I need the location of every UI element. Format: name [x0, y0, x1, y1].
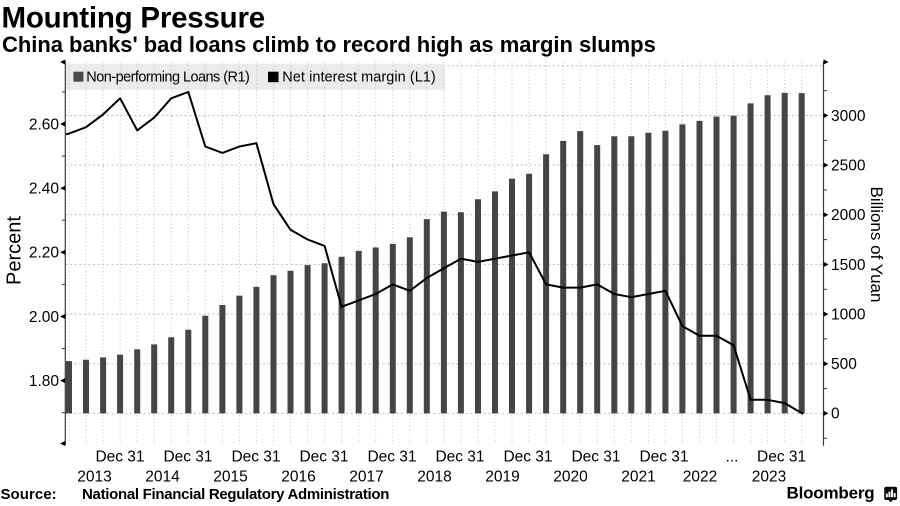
svg-text:2017: 2017: [349, 469, 383, 486]
svg-text:2.00: 2.00: [29, 309, 60, 326]
svg-text:Dec 31: Dec 31: [231, 449, 280, 466]
svg-text:2500: 2500: [831, 157, 866, 174]
svg-text:2016: 2016: [281, 469, 315, 486]
svg-text:2014: 2014: [145, 469, 180, 486]
svg-text:2013: 2013: [77, 469, 111, 486]
svg-text:Dec 31: Dec 31: [503, 449, 552, 466]
svg-text:Dec 31: Dec 31: [367, 449, 416, 466]
svg-text:Dec 31: Dec 31: [95, 449, 144, 466]
svg-text:Dec 31: Dec 31: [571, 449, 620, 466]
svg-text:Bloomberg: Bloomberg: [787, 484, 875, 503]
svg-text:Source:National Financial Regu: Source: National Financial Regulatory Adm…: [1, 486, 390, 503]
svg-text:2019: 2019: [485, 469, 519, 486]
svg-text:Dec 31: Dec 31: [299, 449, 348, 466]
svg-text:Percent: Percent: [4, 216, 26, 285]
svg-text:2000: 2000: [831, 207, 866, 224]
svg-text:...: ...: [726, 449, 739, 466]
svg-text:Billions of Yuan: Billions of Yuan: [867, 187, 886, 303]
svg-text:2018: 2018: [417, 469, 451, 486]
svg-text:Non-performing Loans (R1): Non-performing Loans (R1): [86, 70, 249, 86]
svg-text:2.60: 2.60: [29, 116, 60, 133]
svg-text:1500: 1500: [831, 257, 866, 274]
svg-text:2023: 2023: [752, 469, 786, 486]
svg-text:Dec 31: Dec 31: [639, 449, 688, 466]
svg-text:Dec 31: Dec 31: [435, 449, 484, 466]
svg-text:2022: 2022: [683, 469, 717, 486]
svg-text:2021: 2021: [621, 469, 655, 486]
svg-text:2020: 2020: [553, 469, 588, 486]
svg-text:Dec 31: Dec 31: [163, 449, 212, 466]
svg-text:Dec 31: Dec 31: [757, 449, 806, 466]
svg-text:500: 500: [831, 356, 857, 373]
svg-text:2.20: 2.20: [29, 245, 60, 262]
svg-text:2015: 2015: [213, 469, 247, 486]
svg-text:China banks' bad loans climb t: China banks' bad loans climb to record h…: [2, 32, 656, 57]
svg-text:Mounting Pressure: Mounting Pressure: [2, 2, 265, 35]
svg-text:0: 0: [831, 406, 840, 423]
svg-text:2.40: 2.40: [29, 181, 60, 198]
svg-text:1.80: 1.80: [29, 373, 60, 390]
svg-text:1000: 1000: [831, 306, 866, 323]
svg-text:3000: 3000: [831, 108, 866, 125]
svg-text:Net interest margin (L1): Net interest margin (L1): [282, 70, 436, 86]
